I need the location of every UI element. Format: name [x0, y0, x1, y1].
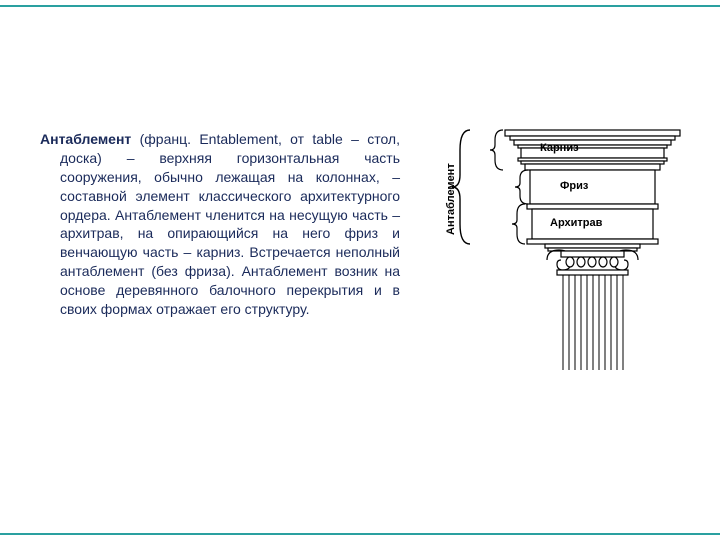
label-cornice: Карниз: [540, 142, 579, 154]
entablature-svg: [435, 120, 685, 370]
decorative-bottom-border: [0, 533, 720, 540]
definition-text-block: Антаблемент (франц. Entablement, от tabl…: [40, 130, 400, 319]
label-frieze: Фриз: [560, 180, 588, 192]
label-architrave: Архитрав: [550, 217, 602, 229]
term-word: Антаблемент: [40, 131, 131, 147]
decorative-top-border: [0, 0, 720, 7]
label-entablature-vertical: Антаблемент: [445, 163, 457, 235]
definition-body: (франц. Entablement, от table – стол, до…: [60, 131, 400, 317]
definition-paragraph: Антаблемент (франц. Entablement, от tabl…: [40, 130, 400, 319]
entablature-diagram: Антаблемент Карниз Фриз Архитрав: [435, 120, 685, 370]
